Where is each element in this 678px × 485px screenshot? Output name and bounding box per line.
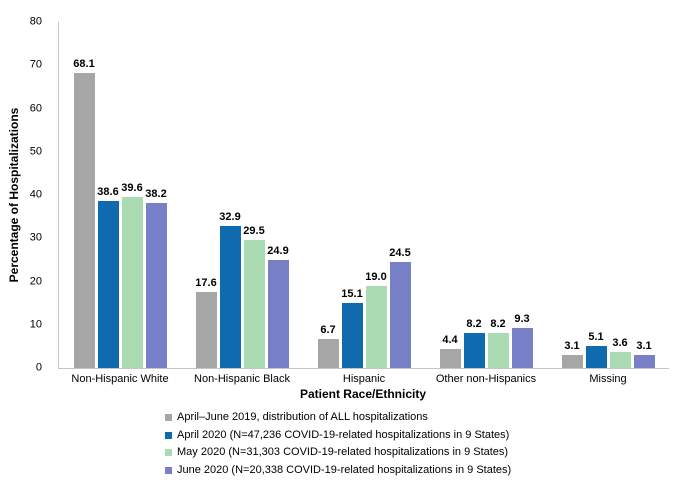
y-tick-label: 50: [29, 145, 42, 158]
bar-value-label: 8.2: [490, 317, 506, 330]
category-label: Other non-Hispanics: [435, 373, 537, 385]
bar-group: 17.6 32.9 29.5 24.9 Non-Hispanic Black: [181, 22, 303, 384]
legend-swatch-icon: [165, 414, 172, 422]
legend-row: May 2020 (N=31,303 COVID-19-related hosp…: [165, 444, 511, 462]
legend-label: April 2020 (N=47,236 COVID-19-related ho…: [177, 428, 510, 441]
bar: 38.2: [145, 188, 167, 368]
plot-area: 68.1 38.6 39.6 38.2 Non-Hispanic White 17.6 32…: [58, 22, 669, 385]
bar-value-label: 5.1: [588, 330, 604, 343]
y-tick-label: 10: [29, 318, 42, 331]
legend: April–June 2019, distribution of ALL hos…: [165, 409, 511, 479]
bar-group: 6.7 15.1 19.0 24.5 Hispanic: [303, 22, 425, 385]
bar-value-label: 17.6: [195, 276, 217, 289]
bar: 3.1: [633, 340, 655, 368]
category-label: Hispanic: [342, 373, 386, 385]
bar: 32.9: [219, 211, 241, 368]
bar-value-label: 19.0: [365, 270, 387, 283]
bar: 5.1: [585, 331, 607, 368]
category-label: Non-Hispanic White: [71, 373, 169, 385]
category-label: Missing: [589, 373, 627, 385]
bar: 4.4: [439, 334, 461, 368]
bar: 6.7: [317, 325, 339, 368]
legend-row: April 2020 (N=47,236 COVID-19-related ho…: [165, 427, 511, 445]
bar-value-label: 38.2: [145, 187, 167, 200]
bar: 3.1: [561, 340, 583, 368]
bar: 15.1: [341, 288, 363, 368]
bar-value-label: 68.1: [73, 58, 95, 71]
bar: 8.2: [463, 318, 485, 368]
legend-label: June 2020 (N=20,338 COVID-19-related hos…: [177, 463, 512, 476]
bar: 19.0: [365, 271, 387, 368]
bar: 68.1: [73, 59, 95, 368]
bar-value-label: 38.6: [97, 186, 119, 199]
x-axis-title: Patient Race/Ethnicity: [299, 387, 427, 401]
bar: 24.5: [389, 248, 411, 368]
bar: 17.6: [195, 277, 217, 368]
bar-value-label: 8.2: [466, 317, 482, 330]
y-tick-label: 60: [29, 102, 42, 114]
bar: 9.3: [511, 313, 533, 368]
bar-value-label: 29.5: [243, 225, 265, 238]
bar: 8.2: [487, 318, 509, 368]
legend-swatch-icon: [165, 449, 172, 457]
bar-value-label: 3.6: [612, 337, 628, 350]
bar-value-label: 24.9: [267, 245, 289, 258]
bar-group: 3.1 5.1 3.6 3.1 Missing: [547, 22, 669, 385]
bar: 39.6: [121, 182, 143, 368]
y-tick-label: 0: [35, 361, 42, 374]
bar-value-label: 4.4: [442, 333, 458, 346]
bar: 29.5: [243, 226, 265, 368]
category-label: Non-Hispanic Black: [194, 373, 290, 385]
y-tick-label: 80: [29, 15, 42, 28]
y-tick-label: 70: [29, 58, 42, 71]
y-tick-label: 20: [29, 275, 42, 287]
legend-row: June 2020 (N=20,338 COVID-19-related hos…: [165, 462, 511, 480]
bar-group: 68.1 38.6 39.6 38.2 Non-Hispanic White: [59, 22, 181, 385]
bar-value-label: 15.1: [341, 287, 363, 300]
y-tick-label: 40: [29, 188, 42, 201]
bar-value-label: 3.1: [636, 339, 652, 352]
legend-swatch-icon: [165, 466, 172, 474]
legend-label: April–June 2019, distribution of ALL hos…: [177, 411, 428, 424]
bar-value-label: 6.7: [320, 324, 336, 337]
bar-group: 4.4 8.2 8.2 9.3 Other non-Hispanics: [425, 22, 547, 384]
legend-row: April–June 2019, distribution of ALL hos…: [165, 409, 511, 427]
y-axis: 0 10 20 30 40 50 60 70 80: [0, 16, 50, 373]
bar-value-label: 39.6: [121, 181, 143, 194]
bar-value-label: 9.3: [514, 312, 530, 325]
bar: 38.6: [97, 187, 119, 368]
legend-swatch-icon: [165, 431, 172, 439]
bar-value-label: 24.5: [389, 247, 411, 260]
bar: 24.9: [267, 246, 289, 368]
bar-value-label: 3.1: [564, 339, 580, 352]
y-tick-label: 30: [29, 231, 42, 244]
legend-label: May 2020 (N=31,303 COVID-19-related hosp…: [177, 446, 509, 459]
bar-value-label: 32.9: [219, 210, 241, 223]
bar: 3.6: [609, 338, 631, 368]
